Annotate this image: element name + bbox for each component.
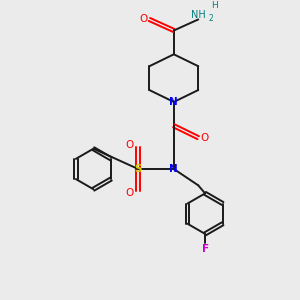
Text: O: O xyxy=(139,14,148,24)
Text: O: O xyxy=(126,188,134,198)
Text: N: N xyxy=(169,164,178,174)
Text: S: S xyxy=(134,164,142,174)
Text: F: F xyxy=(202,244,209,254)
Text: N: N xyxy=(169,97,178,107)
Text: 2: 2 xyxy=(208,14,213,23)
Text: NH: NH xyxy=(191,10,206,20)
Text: O: O xyxy=(201,133,209,143)
Text: H: H xyxy=(211,1,218,10)
Text: O: O xyxy=(126,140,134,150)
